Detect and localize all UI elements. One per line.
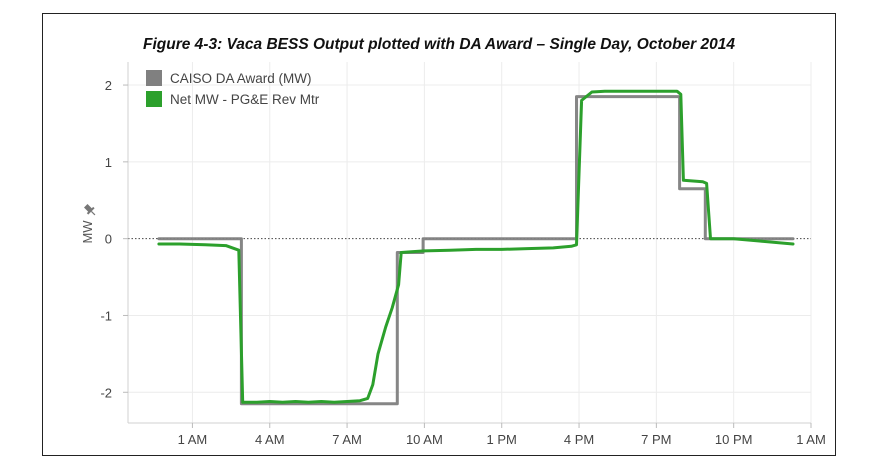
x-tick-label: 10 AM	[406, 432, 443, 447]
series-group	[157, 89, 795, 406]
y-tick-label: 1	[105, 155, 112, 170]
x-tick-label: 1 AM	[796, 432, 826, 447]
y-axis-label: MW	[80, 220, 95, 244]
x-tick-label: 7 AM	[332, 432, 362, 447]
figure-frame: Figure 4-3: Vaca BESS Output plotted wit…	[42, 13, 836, 456]
legend-swatch-1	[146, 91, 162, 107]
series-line-1	[157, 89, 795, 404]
legend-label-1: Net MW - PG&E Rev Mtr	[170, 92, 320, 107]
legend: CAISO DA Award (MW) Net MW - PG&E Rev Mtr	[146, 70, 320, 107]
pin-icon	[83, 203, 96, 216]
axes: 1 AM 4 AM 7 AM 10 AM 1 PM 4 PM 7 PM 10 PM 1 AM 2 1…	[80, 62, 826, 447]
x-tick-label: 10 PM	[715, 432, 753, 447]
grid	[128, 62, 812, 423]
x-tick-label: 4 PM	[564, 432, 594, 447]
y-tick-label: -1	[100, 308, 112, 323]
y-tick-label: 0	[105, 232, 112, 247]
y-tick-label: -2	[100, 385, 112, 400]
x-tick-label: 1 AM	[178, 432, 208, 447]
figure-title: Figure 4-3: Vaca BESS Output plotted wit…	[143, 36, 735, 53]
legend-swatch-0	[146, 70, 162, 86]
x-tick-label: 7 PM	[641, 432, 671, 447]
x-tick-label: 4 AM	[255, 432, 285, 447]
legend-label-0: CAISO DA Award (MW)	[170, 71, 312, 86]
y-tick-label: 2	[105, 78, 112, 93]
series-line-0	[157, 95, 795, 406]
x-tick-label: 1 PM	[487, 432, 517, 447]
